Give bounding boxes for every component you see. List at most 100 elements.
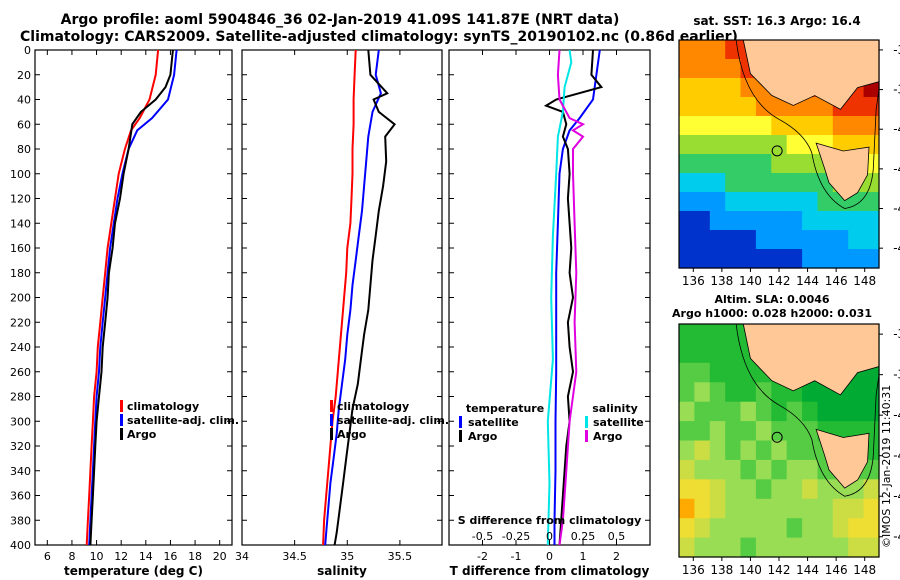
sla-map-lon-tick-label: 136 <box>682 563 705 577</box>
sst-map-cell <box>740 135 757 155</box>
sst-map-cell <box>755 116 772 136</box>
sla-map-cell <box>786 498 803 519</box>
temperature-x-tick-label: 16 <box>163 550 177 563</box>
sst-map-cell <box>771 116 788 136</box>
sla-map-cell <box>679 343 695 364</box>
depth-tick-label: 40 <box>17 94 31 107</box>
sst-map-cell <box>709 40 726 60</box>
sla-map-cell <box>832 537 849 558</box>
temperature-legend-swatch <box>120 400 123 412</box>
depth-tick-label: 400 <box>10 539 31 552</box>
sla-map-cell <box>786 518 803 539</box>
sst-map-cell <box>802 173 819 193</box>
sla-map-cell <box>740 382 757 403</box>
sst-map-cell <box>694 78 711 98</box>
difference-series-salinity-satellite <box>546 49 573 546</box>
sla-map-tasmania <box>815 428 870 489</box>
sla-map-cell <box>694 362 711 383</box>
salinity-x-axis-label: salinity <box>317 564 367 578</box>
sla-map-cell <box>863 537 880 558</box>
sst-map-cell <box>786 211 803 231</box>
sla-map-cell <box>725 518 742 539</box>
sla-map-cell <box>725 382 742 403</box>
sst-map-cell <box>709 249 726 269</box>
temperature-legend-label: satellite-adj. clim. <box>127 414 239 427</box>
sst-map-lat-tick-label: -46 <box>893 241 900 255</box>
sla-map-cell <box>740 498 757 519</box>
sla-map-cell <box>709 421 726 442</box>
sla-map-cell <box>755 421 772 442</box>
sla-map-cell <box>771 479 788 500</box>
sst-map-cell <box>725 59 742 79</box>
sla-map-cell <box>725 440 742 461</box>
difference-legend-label: satellite <box>593 416 644 429</box>
temperature-x-tick-label: 8 <box>68 550 75 563</box>
difference-legend-label: Argo <box>468 430 498 443</box>
sla-map-cell <box>771 382 788 403</box>
sla-map-cell <box>709 440 726 461</box>
sla-map-lat-tick-label: -42 <box>893 449 900 463</box>
salinity-series-argo <box>333 49 396 546</box>
sla-map-field <box>679 324 880 558</box>
sst-map-cell <box>740 192 757 212</box>
difference-x-tick-label: 0 <box>546 550 553 563</box>
sla-map-cell <box>740 401 757 422</box>
watermark-text: ©IMOS 12-Jan-2019 11:40:31 <box>880 384 893 548</box>
sst-map-cell <box>725 230 742 250</box>
sst-map-cell <box>694 40 711 60</box>
sst-map-cell <box>694 154 711 174</box>
sla-map-cell <box>832 401 849 422</box>
difference-legend-label: satellite <box>468 416 519 429</box>
sla-map-cell <box>709 362 726 383</box>
sla-map-cell <box>863 382 880 403</box>
sla-map-lat-tick-label: -36 <box>893 327 900 341</box>
sla-map-cell <box>755 479 772 500</box>
sst-map-cell <box>786 249 803 269</box>
sla-map-cell <box>679 421 695 442</box>
sla-map-cell <box>771 440 788 461</box>
sst-map-cell <box>755 249 772 269</box>
difference-legend-temperature-title: temperature <box>466 402 544 415</box>
difference-s-tick-label: -0.25 <box>502 530 530 543</box>
sst-map-cell <box>694 249 711 269</box>
sst-map-cell <box>771 249 788 269</box>
sst-map-cell <box>832 249 849 269</box>
difference-legend-swatch <box>459 416 462 428</box>
sla-map-shelf-contour <box>735 323 880 497</box>
sla-map-cell <box>709 479 726 500</box>
sla-map-cell <box>802 401 819 422</box>
sla-map-cell <box>740 518 757 539</box>
sst-map-cell <box>802 192 819 212</box>
sla-map-cell <box>786 479 803 500</box>
sla-map-cell <box>694 479 711 500</box>
sla-map-cell <box>848 537 865 558</box>
sla-map-cell <box>725 498 742 519</box>
sla-map-cell <box>802 537 819 558</box>
sla-map-cell <box>679 401 695 422</box>
difference-x-tick-label: 2 <box>613 550 620 563</box>
sla-map-cell <box>802 421 819 442</box>
sla-map-cell <box>694 401 711 422</box>
salinity-series-climatology <box>322 49 357 546</box>
sla-map-cell <box>694 324 711 344</box>
sst-map-cell <box>709 173 726 193</box>
sst-map-cell <box>863 192 880 212</box>
sla-map-cell <box>802 498 819 519</box>
sla-map-cell <box>863 479 880 500</box>
sst-map-cell <box>755 192 772 212</box>
sst-map-cell <box>802 154 819 174</box>
sla-map-title-line1: Altim. SLA: 0.0046 <box>714 293 829 306</box>
difference-legend-swatch <box>585 430 588 442</box>
sst-map-cell <box>802 135 819 155</box>
sla-map-cell <box>863 498 880 519</box>
sst-map-cell <box>786 135 803 155</box>
salinity-legend-swatch <box>330 414 333 426</box>
sla-map-cell <box>802 459 819 480</box>
sla-map-cell <box>709 401 726 422</box>
sst-map-cell <box>771 154 788 174</box>
sla-map-lat-tick-label: -44 <box>893 489 900 503</box>
sla-map-cell <box>848 401 865 422</box>
sst-map-cell <box>802 211 819 231</box>
sla-map-lat-tick-label: -46 <box>893 530 900 544</box>
salinity-legend-label: satellite-adj. clim. <box>337 414 449 427</box>
